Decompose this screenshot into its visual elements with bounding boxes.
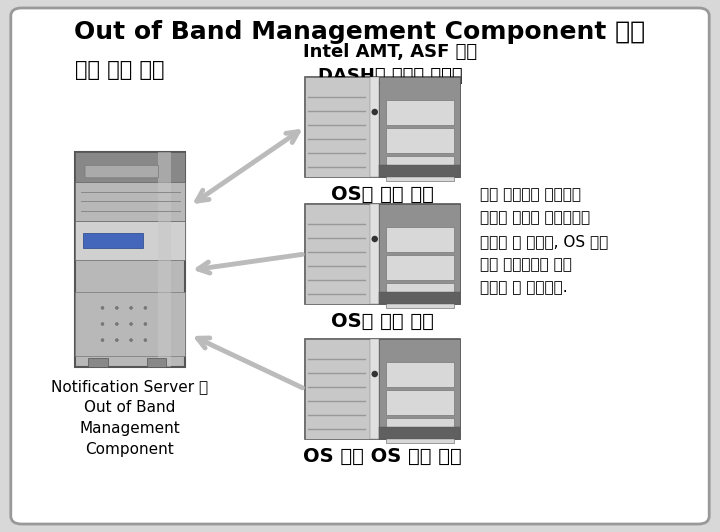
Bar (370, 77, 379, 177)
Bar (75, 221, 185, 260)
Bar (158, 152, 171, 367)
Circle shape (372, 109, 378, 115)
Bar (386, 155, 454, 180)
Bar (379, 292, 460, 304)
Circle shape (115, 322, 118, 326)
Bar (370, 204, 379, 304)
Text: Out of Band Management Component 기능: Out of Band Management Component 기능 (74, 20, 646, 44)
Bar (379, 339, 460, 439)
Bar (83, 233, 143, 248)
Circle shape (130, 339, 132, 342)
Bar (386, 282, 454, 307)
Text: 중앙 관리 콘솔: 중앙 관리 콘솔 (76, 60, 165, 80)
Text: OS 또는 OS 실패 없음: OS 또는 OS 실패 없음 (303, 447, 462, 466)
Bar (75, 182, 185, 221)
Bar (305, 339, 460, 439)
Text: 관리 콘솔에서 시스템을
켜거나 끄거나 인벤토리를
수집할 수 있으며, OS 또는
응용 프로그램을 모두
설치할 수 있습니다.: 관리 콘솔에서 시스템을 켜거나 끄거나 인벤토리를 수집할 수 있으며, OS… (480, 187, 608, 296)
Circle shape (101, 339, 104, 342)
Circle shape (144, 339, 147, 342)
Bar (146, 359, 166, 367)
Circle shape (130, 306, 132, 310)
Bar (379, 165, 460, 177)
Bar (386, 254, 454, 279)
Bar (379, 204, 460, 304)
Text: Notification Server 및
Out of Band
Management
Component: Notification Server 및 Out of Band Manage… (51, 379, 209, 457)
Bar (305, 77, 460, 177)
Circle shape (144, 322, 147, 326)
Circle shape (115, 306, 118, 310)
Bar (305, 204, 370, 304)
Bar (386, 227, 454, 252)
Text: OS의 전원 켜짐: OS의 전원 켜짐 (331, 185, 434, 204)
Circle shape (144, 306, 147, 310)
Bar (386, 389, 454, 414)
Bar (386, 418, 454, 443)
Circle shape (372, 371, 378, 377)
Bar (386, 362, 454, 387)
FancyBboxPatch shape (85, 165, 158, 178)
Text: Intel AMT, ASF 또는
DASH로 구성된 시스템: Intel AMT, ASF 또는 DASH로 구성된 시스템 (303, 43, 477, 86)
Bar (305, 77, 370, 177)
Bar (386, 128, 454, 153)
Bar (386, 99, 454, 124)
Text: OS의 전원 꺼짐: OS의 전원 꺼짐 (331, 312, 434, 331)
Bar (75, 292, 185, 356)
Bar (75, 152, 185, 182)
Bar (89, 359, 108, 367)
Circle shape (101, 306, 104, 310)
Bar (305, 339, 370, 439)
Bar (370, 339, 379, 439)
Circle shape (372, 236, 378, 242)
Bar (379, 427, 460, 439)
Circle shape (115, 339, 118, 342)
Circle shape (130, 322, 132, 326)
Bar (379, 77, 460, 177)
Circle shape (101, 322, 104, 326)
Bar (75, 152, 185, 367)
Bar (305, 204, 460, 304)
